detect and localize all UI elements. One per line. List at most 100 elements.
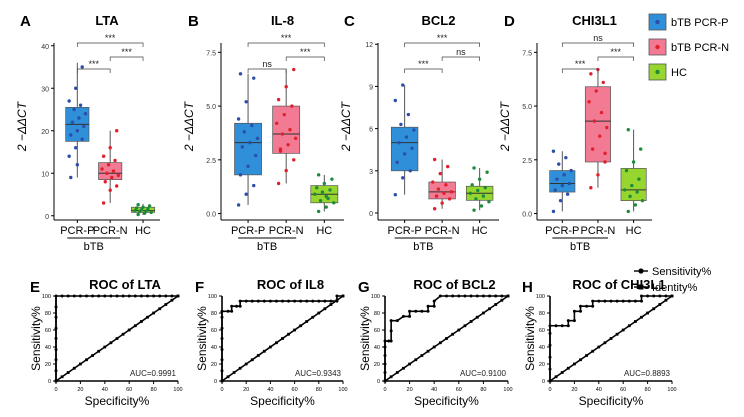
roc-point <box>658 294 662 298</box>
identity-marker <box>573 362 576 366</box>
roc-point <box>500 294 504 298</box>
roc-point <box>457 294 461 298</box>
identity-marker <box>646 311 649 315</box>
significance-bracket <box>561 68 599 73</box>
identity-marker <box>133 324 137 328</box>
data-point <box>278 147 283 151</box>
identity-marker <box>426 349 430 353</box>
roc-point <box>262 299 266 303</box>
legend-dot <box>655 44 660 50</box>
roc-point <box>54 358 58 362</box>
y-tick-label: 20 <box>45 362 51 368</box>
roc-point <box>432 304 436 308</box>
significance-bracket <box>441 56 480 61</box>
roc-point <box>311 299 315 303</box>
data-point <box>286 143 290 147</box>
roc-point <box>220 369 224 373</box>
roc-point <box>615 299 619 303</box>
data-point <box>115 129 119 133</box>
significance-bracket <box>109 56 144 61</box>
y-tick-label: 0 <box>45 214 49 221</box>
data-point <box>100 167 104 171</box>
identity-marker <box>609 337 613 340</box>
data-point <box>108 188 112 192</box>
box-pcr-n <box>272 105 301 154</box>
roc-point <box>54 337 58 340</box>
roc-point <box>226 309 230 313</box>
significance-bracket <box>247 68 287 73</box>
legend-dot <box>655 69 660 75</box>
roc-point <box>603 299 607 303</box>
roc-point <box>408 314 412 318</box>
x-tick-label: 80 <box>480 387 486 393</box>
data-point <box>446 164 450 169</box>
identity-marker <box>438 341 442 345</box>
x-tick-label: 0 <box>383 387 386 393</box>
significance-label: *** <box>611 47 622 57</box>
data-point <box>481 194 486 198</box>
significance-label: *** <box>121 47 132 57</box>
y-axis-label: Sensitivity% <box>195 306 209 371</box>
y-tick-label: 80 <box>539 311 545 317</box>
data-point <box>73 146 78 150</box>
data-point <box>242 130 246 134</box>
box-pcr-n <box>98 162 123 180</box>
roc-point <box>664 294 668 298</box>
x-tick-label: 20 <box>77 387 83 393</box>
roc-point <box>652 294 656 298</box>
y-axis-label: 2 −ΔΔCT <box>498 100 512 152</box>
roc-point <box>494 294 498 298</box>
roc-point <box>414 309 418 313</box>
x-tick-label: 20 <box>571 387 577 393</box>
y-tick-label: 30 <box>41 86 49 93</box>
roc-point <box>432 299 436 303</box>
identity-marker <box>281 337 284 340</box>
legend-dot <box>655 19 660 25</box>
x-tick-label: PCR-N <box>425 225 460 237</box>
roc-point <box>469 294 473 298</box>
data-point <box>82 124 86 129</box>
data-point <box>590 147 595 151</box>
panel-label: A <box>20 13 31 30</box>
data-point <box>136 203 140 207</box>
roc-point <box>548 324 552 328</box>
y-tick-label: 0 <box>48 379 51 385</box>
identity-marker <box>395 371 399 374</box>
identity-marker <box>482 311 485 315</box>
identity-marker <box>389 375 393 379</box>
auc-label: AUC=0.9991 <box>130 369 177 378</box>
roc-point <box>170 294 174 298</box>
data-point <box>248 140 252 145</box>
identity-marker <box>287 332 290 336</box>
legend-label: HC <box>671 67 687 79</box>
data-point <box>78 103 83 107</box>
roc-point <box>127 294 131 298</box>
x-tick-label: 20 <box>243 387 249 393</box>
identity-marker <box>311 315 315 319</box>
significance-label: *** <box>575 59 586 69</box>
data-point <box>110 175 114 180</box>
data-point <box>551 149 556 153</box>
y-axis-label: Sensitivity% <box>523 306 537 371</box>
y-tick-label: 60 <box>211 328 217 334</box>
y-tick-label: 7.5 <box>522 50 532 57</box>
identity-marker <box>463 324 467 328</box>
roc-point <box>230 304 234 308</box>
y-tick-label: 100 <box>42 294 51 300</box>
box-pcr-p <box>390 126 419 172</box>
data-point <box>328 188 332 192</box>
data-point <box>108 146 112 150</box>
x-tick-label: 0 <box>54 387 57 393</box>
data-point <box>322 181 327 186</box>
data-point <box>594 89 598 93</box>
data-point <box>479 204 484 208</box>
roc-point <box>341 294 345 298</box>
y-tick-label: 0 <box>542 379 545 385</box>
data-point <box>292 67 296 72</box>
data-point <box>401 176 405 180</box>
panel-title: ROC of BCL2 <box>413 277 495 292</box>
data-point <box>401 83 405 87</box>
panel-label: B <box>188 13 199 30</box>
data-point <box>290 104 294 108</box>
data-point <box>633 203 638 207</box>
